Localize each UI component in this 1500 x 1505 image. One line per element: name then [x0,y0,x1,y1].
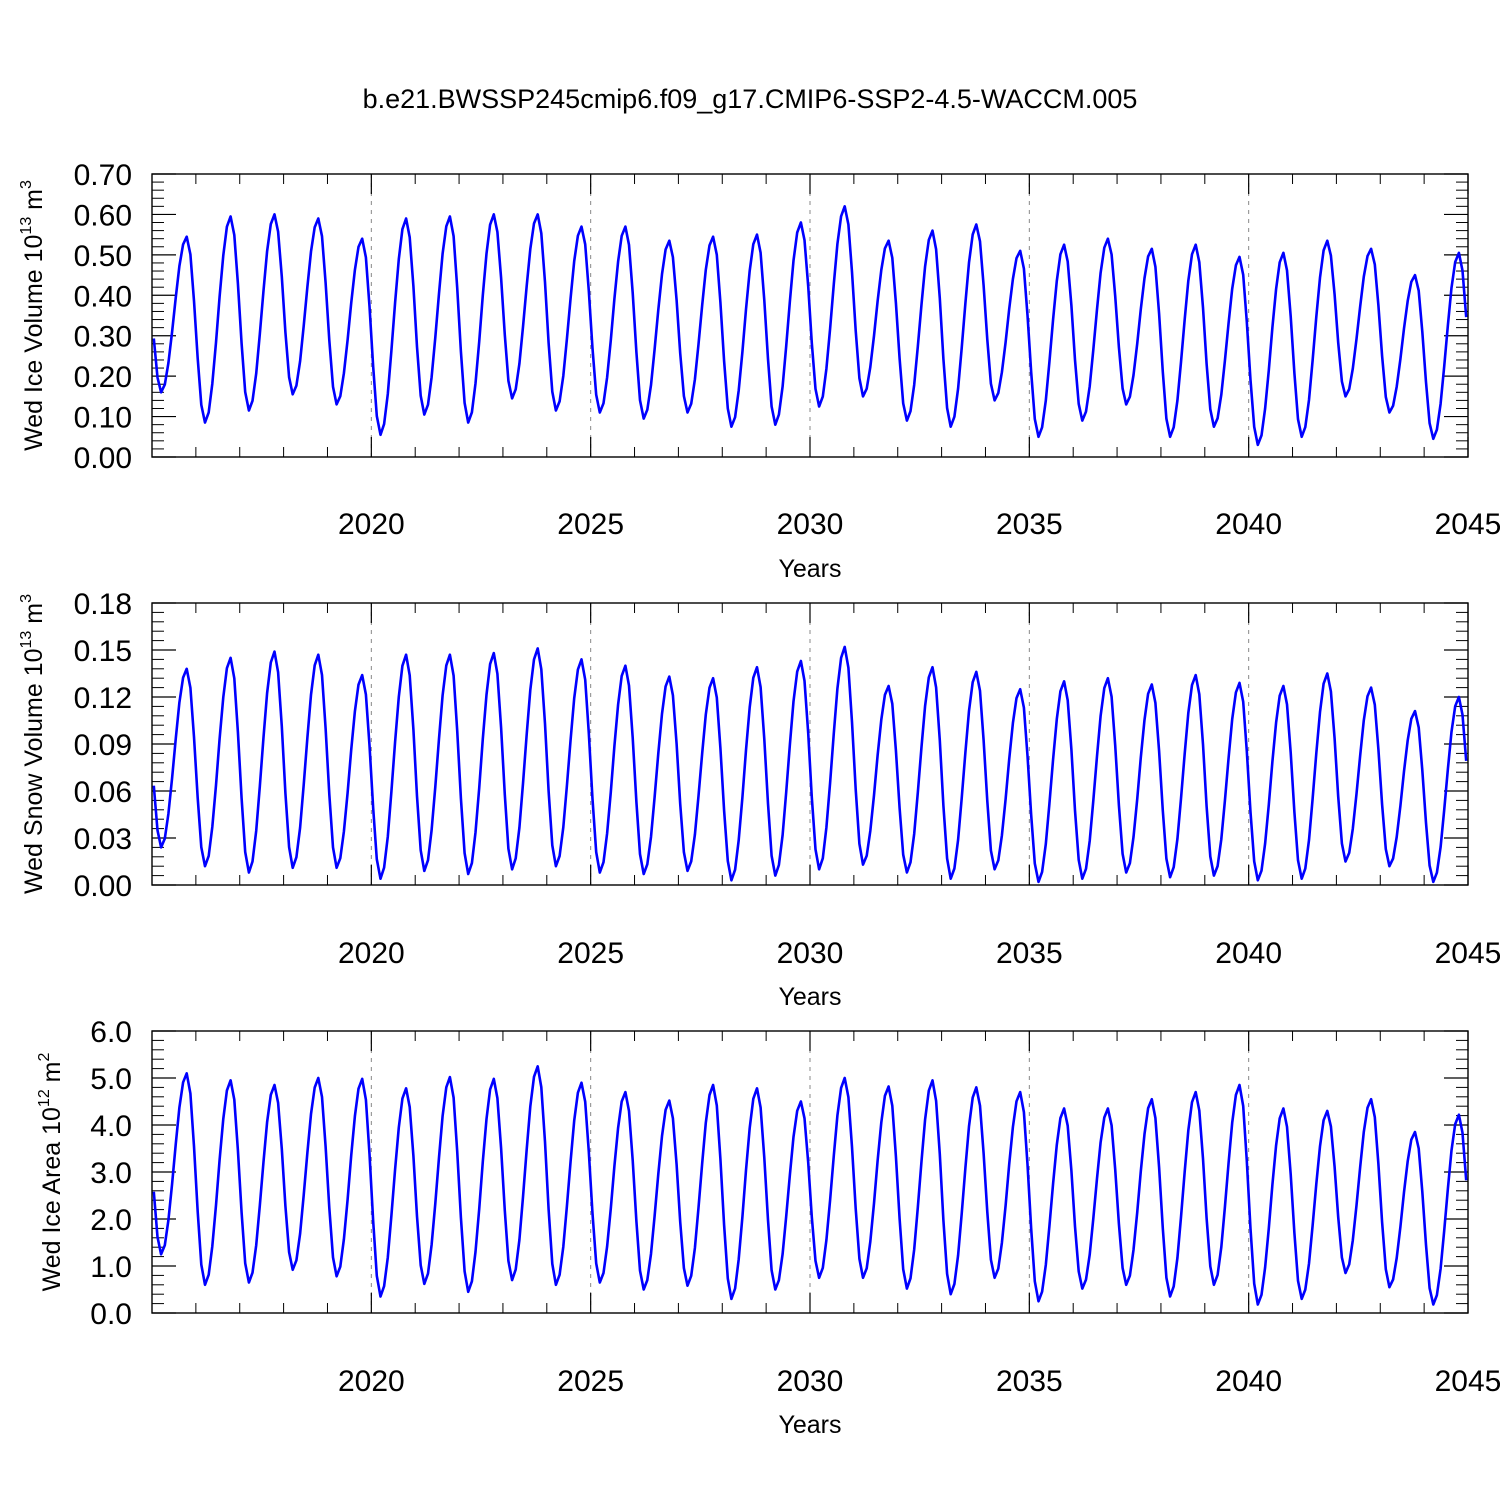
y-tick-label: 0.10 [74,402,132,435]
series-line-snow-volume [152,645,1468,884]
x-tick-label: 2035 [996,1365,1063,1398]
x-axis-label: Years [778,1411,841,1439]
y-tick-label: 0.50 [74,240,132,273]
y-tick-label: 0.30 [74,321,132,354]
y-tick-label: 0.70 [74,159,132,192]
y-tick-label: 0.12 [74,682,132,715]
y-tick-label: 0.09 [74,729,132,762]
y-label-exponent: 13 [18,631,35,649]
y-label-main: Wed Ice Volume 10 [20,235,48,451]
y-tick-label: 3.0 [90,1157,132,1190]
x-tick-label: 2025 [557,508,624,541]
plot-frame [151,602,1469,886]
y-tick-label: 0.03 [74,823,132,856]
x-tick-label: 2045 [1435,937,1500,970]
x-tick-label: 2040 [1215,508,1282,541]
y-tick-label: 2.0 [90,1204,132,1237]
x-tick-label: 2035 [996,508,1063,541]
x-axis-label: Years [778,983,841,1011]
panel-ice-volume: 0.00 0.10 0.20 0.30 0.40 0.50 0.60 0.70 2020 2025… [18,159,1500,583]
plot-frame [151,173,1469,458]
series-line-ice-volume [152,205,1468,447]
x-tick-label: 2020 [338,508,405,541]
y-label-main: Wed Ice Area 10 [38,1107,66,1291]
y-axis-label: Wed Ice Area 1012 m2 [36,1052,66,1291]
y-label-unit: m [20,603,48,631]
y-tick-label: 6.0 [90,1016,132,1049]
panel-ice-area: 0.0 1.0 2.0 3.0 4.0 5.0 6.0 2020 2025 2030 2035 204… [36,1016,1500,1439]
y-label-exponent: 12 [36,1089,53,1107]
y-tick-label: 0.40 [74,280,132,313]
x-tick-label: 2040 [1215,1365,1282,1398]
y-tick-label: 0.06 [74,776,132,809]
y-tick-label: 5.0 [90,1063,132,1096]
y-tick-label: 0.0 [90,1298,132,1331]
y-axis-label: Wed Snow Volume 1013 m3 [18,594,48,894]
y-axis-label: Wed Ice Volume 1013 m3 [18,180,48,451]
x-axis-label: Years [778,555,841,583]
y-tick-label: 4.0 [90,1110,132,1143]
figure-title: b.e21.BWSSP245cmip6.f09_g17.CMIP6-SSP2-4… [362,84,1138,114]
x-tick-label: 2020 [338,937,405,970]
x-tick-label: 2035 [996,937,1063,970]
y-label-unit: m [20,189,48,217]
y-label-main: Wed Snow Volume 10 [20,648,48,894]
y-label-unit: m [38,1061,66,1089]
y-label-unit-exponent: 3 [18,594,35,603]
y-tick-label: 0.60 [74,199,132,232]
y-tick-label: 0.18 [74,588,132,621]
x-tick-label: 2045 [1435,508,1500,541]
y-tick-label: 0.20 [74,361,132,394]
x-tick-label: 2045 [1435,1365,1500,1398]
x-tick-label: 2030 [777,937,844,970]
x-tick-label: 2025 [557,937,624,970]
plot-frame [151,1030,1469,1314]
y-tick-label: 0.15 [74,635,132,668]
series-line-ice-area [152,1065,1468,1306]
y-tick-label: 0.00 [74,442,132,475]
panel-snow-volume: 0.00 0.03 0.06 0.09 0.12 0.15 0.18 2020 2025 2030… [18,588,1500,1011]
x-tick-label: 2030 [777,1365,844,1398]
y-label-unit-exponent: 3 [18,180,35,189]
x-tick-label: 2020 [338,1365,405,1398]
y-tick-label: 1.0 [90,1251,132,1284]
x-tick-label: 2030 [777,508,844,541]
x-tick-label: 2040 [1215,937,1282,970]
y-label-exponent: 13 [18,217,35,235]
x-tick-label: 2025 [557,1365,624,1398]
y-tick-label: 0.00 [74,870,132,903]
y-label-unit-exponent: 2 [36,1052,53,1061]
